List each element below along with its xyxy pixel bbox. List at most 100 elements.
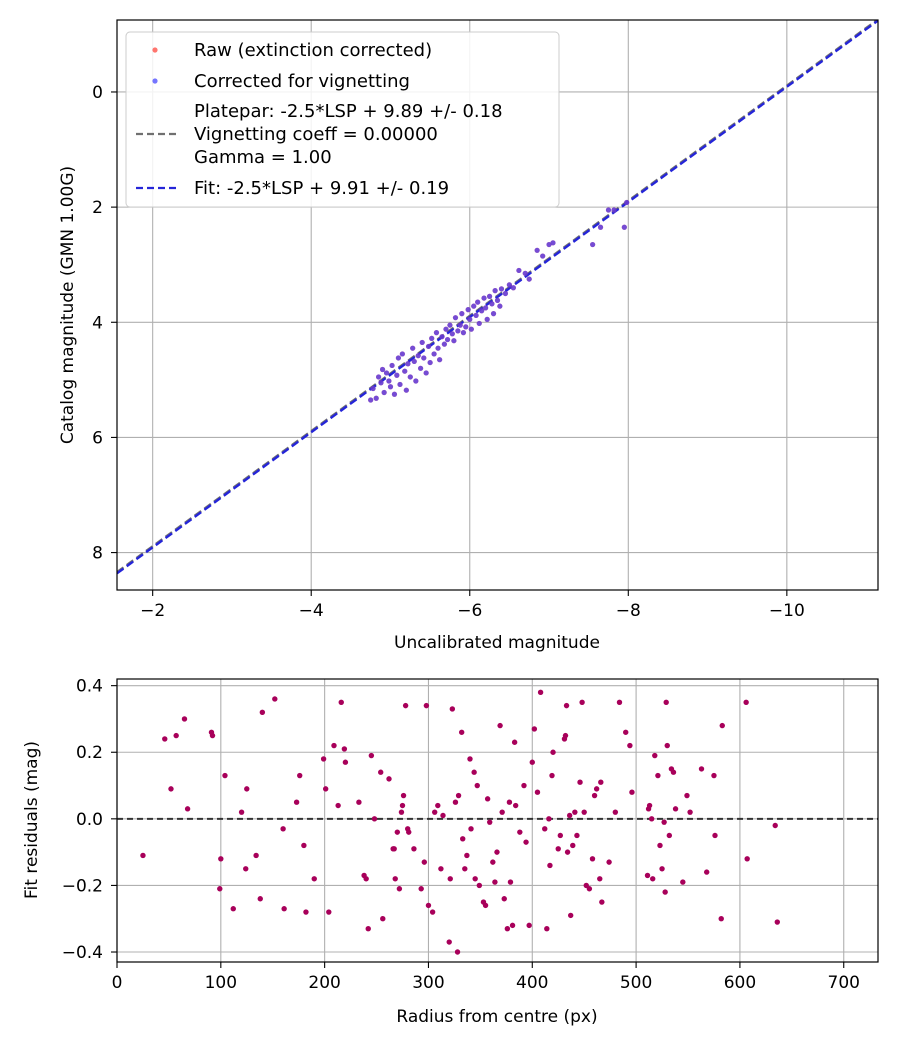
residual-point: [452, 799, 459, 805]
corrected-point: [459, 311, 465, 317]
residual-point: [259, 709, 266, 715]
bottom-xtick-label: 400: [516, 973, 548, 993]
top-xlabel: Uncalibrated magnitude: [394, 633, 600, 653]
residual-point: [338, 699, 344, 706]
corrected-point: [387, 384, 394, 390]
legend-platepar-label-1: Platepar: -2.5*LSP + 9.89 +/- 0.18: [194, 101, 503, 122]
bottom-ytick-label: 0.2: [76, 743, 103, 763]
bottom-scatter-points: [140, 689, 780, 955]
residual-point: [547, 862, 553, 869]
residual-point: [301, 842, 307, 849]
residual-point: [646, 802, 653, 809]
corrected-point: [497, 303, 503, 309]
residual-point: [492, 879, 498, 885]
corrected-point: [451, 338, 457, 344]
corrected-point: [502, 290, 509, 297]
residual-point: [507, 879, 514, 885]
legend-box: [125, 31, 560, 208]
residual-point: [458, 729, 465, 735]
corrected-point: [378, 380, 384, 386]
residual-point: [629, 789, 635, 795]
residual-point: [471, 769, 477, 775]
corrected-point: [394, 372, 400, 378]
residual-point: [712, 832, 718, 839]
corrected-point: [383, 370, 390, 376]
residual-point: [555, 846, 561, 852]
legend-platepar-label-3: Gamma = 1.00: [194, 147, 332, 168]
residual-point: [574, 832, 580, 839]
bottom-xtick-label: 700: [828, 973, 860, 993]
residual-point: [326, 909, 332, 915]
corrected-point: [375, 374, 382, 380]
corrected-point: [516, 267, 522, 274]
residual-point: [526, 922, 532, 929]
residual-point: [447, 876, 453, 882]
residual-point: [429, 909, 436, 915]
residual-point: [230, 906, 236, 912]
corrected-point: [405, 361, 411, 367]
corrected-point: [407, 374, 413, 380]
residual-point: [581, 809, 587, 815]
corrected-point: [460, 330, 467, 336]
residual-point: [396, 886, 403, 892]
residual-point: [591, 792, 598, 799]
corrected-point: [597, 224, 604, 230]
residual-point: [598, 779, 604, 785]
corrected-point: [415, 353, 421, 359]
corrected-point: [447, 322, 453, 328]
legend-corrected-marker: [152, 78, 158, 84]
corrected-point: [373, 395, 379, 401]
residual-point: [684, 792, 690, 799]
bottom-ytick-label: 0.0: [76, 810, 103, 830]
residual-point: [523, 839, 529, 845]
residual-point: [425, 902, 432, 909]
residual-point: [698, 766, 705, 772]
residual-point: [509, 922, 516, 929]
corrected-point: [624, 199, 630, 206]
residual-point: [238, 809, 245, 815]
residual-point: [772, 822, 778, 829]
corrected-point: [397, 381, 403, 388]
residual-point: [446, 939, 452, 945]
corrected-point: [395, 355, 402, 361]
residual-point: [687, 809, 693, 815]
top-xtick-label: −8: [616, 601, 641, 621]
residual-point: [511, 739, 518, 745]
residual-point: [490, 859, 496, 865]
corrected-point: [429, 335, 435, 341]
corrected-point: [546, 241, 552, 248]
residual-point: [521, 782, 527, 789]
corrected-point: [368, 397, 374, 403]
residual-point: [612, 809, 619, 815]
residual-point: [371, 816, 378, 822]
corrected-point: [483, 305, 489, 311]
residual-point: [719, 722, 725, 729]
corrected-point: [386, 378, 392, 384]
residual-point: [661, 819, 667, 825]
residual-point: [421, 859, 428, 865]
residual-point: [440, 812, 446, 819]
bottom-xlabel: Radius from centre (px): [396, 1007, 597, 1027]
residual-point: [181, 716, 188, 722]
corrected-point: [484, 316, 490, 322]
top-ytick-label: 0: [92, 83, 103, 103]
residual-point: [162, 736, 168, 742]
residual-point: [662, 889, 668, 895]
residual-point: [663, 699, 669, 706]
residual-point: [589, 856, 596, 862]
residual-point: [670, 769, 677, 775]
residual-point: [322, 786, 329, 792]
residual-point: [311, 876, 317, 882]
residual-point: [438, 866, 444, 872]
top-ticks: −2 −4 −6 −8 −10 0 2 4 6 8: [92, 83, 805, 621]
corrected-point: [526, 276, 532, 282]
residual-point: [606, 859, 612, 865]
bottom-ylabel: Fit residuals (mag): [22, 741, 42, 899]
corrected-point: [498, 286, 505, 292]
residual-point: [363, 876, 369, 882]
corrected-point: [425, 343, 432, 350]
residual-point: [243, 866, 249, 872]
residual-point: [644, 872, 651, 879]
residual-point: [774, 919, 780, 925]
residual-point: [209, 732, 216, 739]
